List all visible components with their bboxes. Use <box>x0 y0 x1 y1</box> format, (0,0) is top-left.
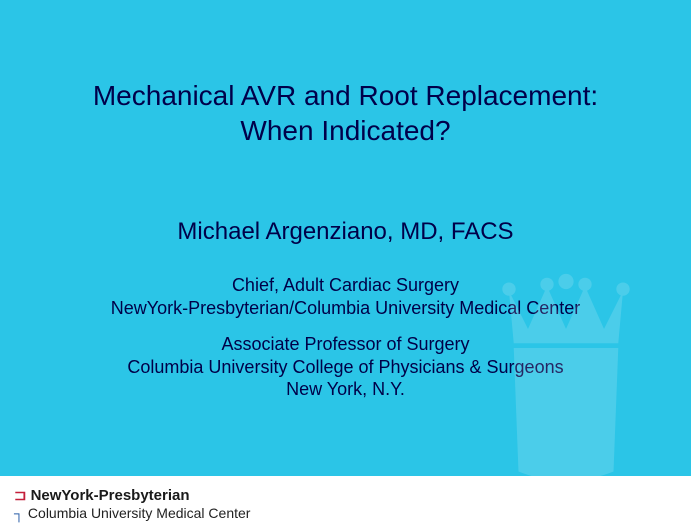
role1-line1: Chief, Adult Cardiac Surgery <box>232 275 459 295</box>
role1-line2: NewYork-Presbyterian/Columbia University… <box>111 298 581 318</box>
logo-line-1: ⊐ NewYork-Presbyterian <box>14 487 250 504</box>
title-line-2: When Indicated? <box>240 115 450 146</box>
footer-bar: ⊐ NewYork-Presbyterian ┐ Columbia Univer… <box>0 476 691 532</box>
institution-logo: ⊐ NewYork-Presbyterian ┐ Columbia Univer… <box>14 487 250 520</box>
role2-line3: New York, N.Y. <box>286 379 405 399</box>
role-block-2: Associate Professor of Surgery Columbia … <box>127 333 563 401</box>
columbia-glyph-icon: ┐ <box>14 505 24 521</box>
role2-line1: Associate Professor of Surgery <box>221 334 469 354</box>
author-name: Michael Argenziano, MD, FACS <box>177 218 513 246</box>
nyp-glyph-icon: ⊐ <box>14 487 27 504</box>
logo-line2-text: Columbia University Medical Center <box>28 505 251 521</box>
logo-line1-text: NewYork-Presbyterian <box>31 487 190 504</box>
role-block-1: Chief, Adult Cardiac Surgery NewYork-Pre… <box>111 274 581 319</box>
slide-title: Mechanical AVR and Root Replacement: Whe… <box>93 78 598 148</box>
logo-text-block: ⊐ NewYork-Presbyterian ┐ Columbia Univer… <box>14 487 250 520</box>
title-line-1: Mechanical AVR and Root Replacement: <box>93 80 598 111</box>
logo-line-2: ┐ Columbia University Medical Center <box>14 505 250 521</box>
slide-body: Mechanical AVR and Root Replacement: Whe… <box>0 0 691 532</box>
role2-line2: Columbia University College of Physician… <box>127 357 563 377</box>
